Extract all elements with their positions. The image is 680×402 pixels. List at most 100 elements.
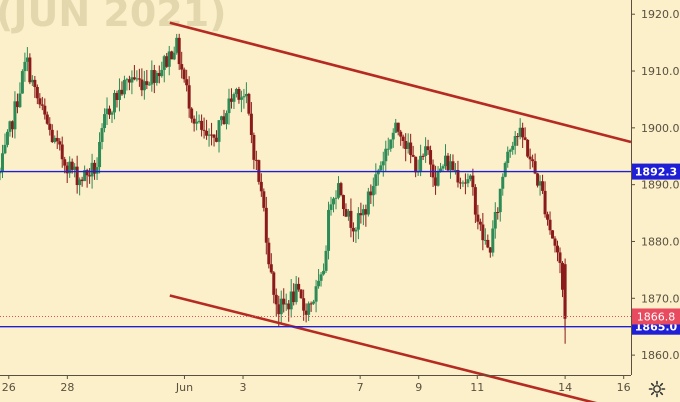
candle-body [30, 79, 34, 83]
candle-body [344, 209, 348, 217]
candle-body [210, 134, 214, 136]
candle-body [249, 113, 253, 135]
candle-body [237, 88, 241, 100]
candle-body [511, 145, 515, 150]
candle-body [327, 209, 331, 251]
candle-body [73, 166, 77, 170]
candle-body [436, 171, 440, 186]
candle-body [354, 229, 358, 232]
candle-body [526, 139, 530, 157]
candle-body [172, 52, 176, 60]
candle-body [558, 252, 562, 263]
candle-body [506, 151, 510, 164]
candle-body [112, 92, 116, 113]
settings-gear-icon[interactable] [648, 380, 666, 398]
candle-body [379, 165, 383, 171]
candle-body [147, 84, 151, 86]
candle-body [247, 93, 251, 114]
candle-body [481, 224, 485, 241]
candle-body [341, 195, 345, 210]
time-tick-label: 28 [60, 381, 74, 394]
candle-body [95, 167, 99, 174]
candle-body [229, 98, 233, 102]
candle-body [90, 162, 94, 177]
candle-body [386, 148, 390, 150]
candle-body [322, 270, 326, 275]
candle-body [376, 170, 380, 175]
price-tick-label: 1900.0 [641, 122, 680, 135]
candle-body [132, 77, 136, 80]
candle-body [155, 72, 159, 83]
candle-body [122, 79, 126, 95]
time-tick-label: Jun [175, 381, 193, 394]
candle-body [339, 183, 343, 196]
candle-body [25, 57, 29, 62]
candle-body [523, 137, 527, 140]
candle-body [10, 121, 14, 130]
candle-body [518, 127, 522, 137]
candle-body [3, 144, 7, 154]
drawn-lines[interactable] [0, 21, 632, 402]
candle-body [127, 79, 131, 83]
candle-body [284, 303, 288, 305]
candle-body [473, 187, 477, 215]
candle-body [28, 57, 32, 83]
candle-body [207, 134, 211, 136]
candle-body [471, 175, 475, 188]
time-tick-label: 3 [240, 381, 247, 394]
candle-body [384, 148, 388, 162]
candle-body [312, 301, 316, 304]
candle-body [187, 85, 191, 109]
candle-body [185, 79, 189, 86]
candle-body [458, 182, 462, 184]
candle-body [391, 132, 395, 140]
candle-body [40, 104, 44, 106]
time-tick-label: 11 [470, 381, 484, 394]
price-tick-label: 1890.0 [641, 179, 680, 192]
level-price-tag [632, 163, 680, 180]
candle-body [476, 214, 480, 222]
candle-body [371, 185, 375, 196]
candle-body [160, 69, 164, 77]
candle-body [324, 250, 328, 271]
candle-body [202, 129, 206, 131]
time-tick-label: 16 [617, 381, 631, 394]
candle-body [105, 108, 109, 115]
candle-body [78, 179, 82, 186]
candle-body [531, 159, 535, 162]
candle-body [369, 191, 373, 196]
candle-body [461, 182, 465, 184]
candle-body [274, 294, 278, 305]
candle-body [289, 291, 293, 310]
candle-body [279, 298, 283, 315]
candle-body [244, 93, 248, 97]
candle-body [299, 289, 303, 299]
candle-body [13, 101, 17, 130]
candle-body [58, 141, 62, 145]
candle-body [414, 156, 418, 173]
candle-body [349, 210, 353, 228]
candle-body [359, 213, 363, 216]
candle-body [332, 198, 336, 205]
candle-body [560, 262, 564, 290]
candle-body [75, 166, 79, 186]
candle-body [162, 56, 166, 70]
candle-body [551, 230, 555, 239]
candle-body [108, 108, 112, 115]
candle-body [100, 128, 104, 142]
candle-body [70, 161, 74, 170]
price-tick-label: 1870.0 [641, 292, 680, 305]
candle-body [364, 209, 368, 215]
watermark-text: (JUN 2021) [0, 0, 227, 35]
candle-body [217, 120, 221, 142]
candle-body [38, 98, 42, 105]
candle-body [98, 141, 102, 168]
candle-body [478, 221, 482, 225]
candle-body [205, 130, 209, 136]
candle-body [125, 79, 129, 81]
candle-body [224, 113, 228, 125]
candle-body [272, 272, 276, 295]
candle-body [366, 191, 370, 215]
